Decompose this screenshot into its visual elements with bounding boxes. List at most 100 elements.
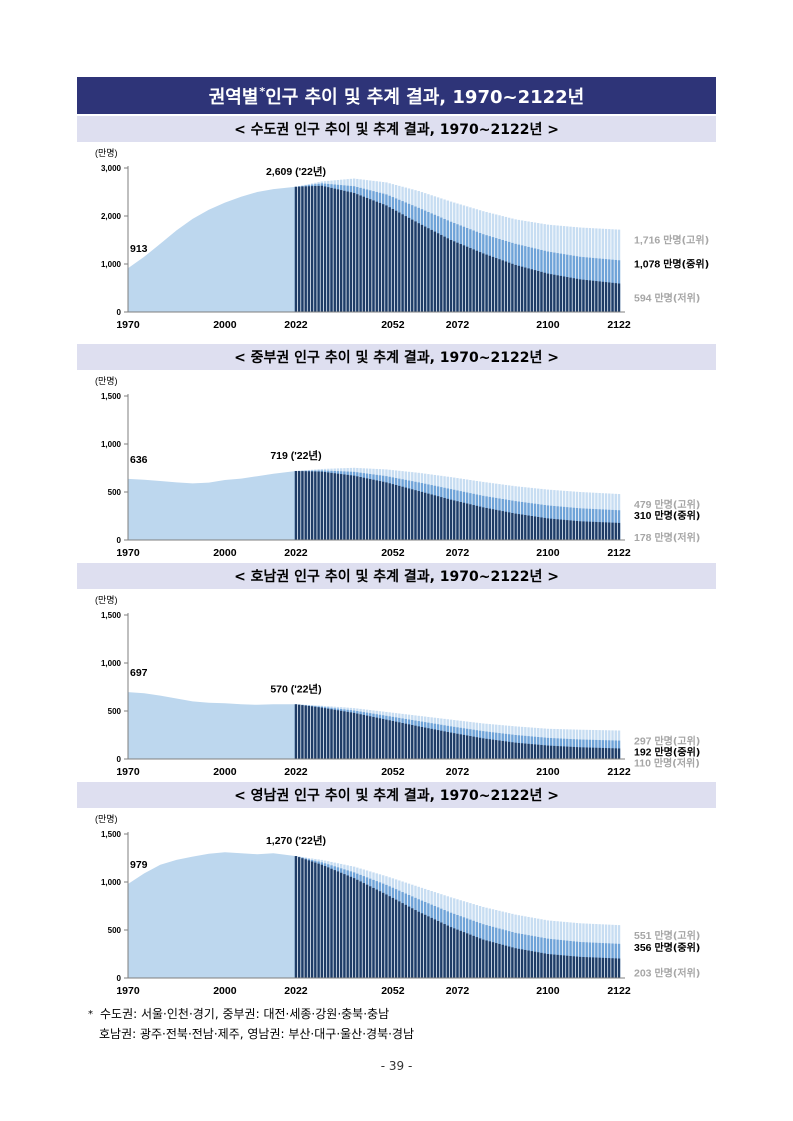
low-bar: [465, 246, 469, 312]
low-bar: [543, 745, 546, 759]
low-bar: [375, 717, 378, 759]
low-bar: [530, 744, 533, 759]
low-bar: [436, 730, 440, 759]
low-bar: [575, 956, 579, 978]
low-bar: [449, 240, 453, 312]
end-label-medium-value: 1,078: [634, 258, 663, 270]
low-bar: [482, 738, 485, 759]
low-bar: [417, 223, 420, 312]
low-bar: [459, 734, 462, 759]
low-bar: [310, 186, 314, 312]
low-bar: [352, 192, 356, 312]
low-bar: [307, 186, 311, 312]
low-bar: [430, 917, 433, 978]
low-bar: [427, 228, 430, 312]
y-tick-label: 1,500: [101, 611, 122, 620]
low-bar: [488, 941, 491, 978]
low-bar: [446, 925, 449, 978]
end-label-medium: 356 만명(중위): [634, 941, 700, 954]
low-bar: [317, 185, 320, 312]
low-bar: [495, 943, 498, 978]
low-bar: [430, 494, 433, 540]
low-bar: [330, 709, 333, 759]
low-bar: [511, 947, 514, 978]
low-bar: [423, 727, 427, 759]
low-bar: [394, 899, 398, 978]
low-bar: [456, 733, 459, 759]
low-bar: [456, 501, 459, 540]
low-bar: [430, 229, 433, 312]
historical-area: [128, 692, 296, 759]
low-bar: [414, 725, 417, 759]
low-bar: [533, 270, 537, 312]
end-label-high-value: 1,716: [634, 235, 663, 247]
y-tick-label: 0: [117, 536, 122, 545]
low-bar: [307, 705, 311, 759]
low-bar: [572, 278, 575, 312]
low-bar: [433, 231, 437, 312]
low-bar: [459, 244, 462, 312]
low-bar: [617, 748, 621, 759]
end-label-low-value: 178: [634, 532, 654, 544]
low-bar: [611, 282, 614, 312]
low-bar: [485, 738, 488, 759]
low-bar: [346, 711, 349, 759]
low-bar: [520, 743, 524, 759]
low-bar: [404, 487, 407, 540]
x-tick-label: 2122: [607, 985, 631, 997]
low-bar: [420, 224, 424, 312]
low-bar: [317, 471, 320, 540]
low-bar: [320, 707, 324, 759]
x-tick-label: 2052: [381, 766, 405, 778]
peak-value-label: 1,270 ('22년): [266, 834, 326, 847]
low-bar: [517, 742, 521, 759]
low-bar: [595, 747, 598, 759]
low-bar: [378, 202, 382, 312]
historical-area: [128, 471, 296, 540]
low-bar: [569, 746, 572, 759]
historical-area: [128, 186, 296, 312]
low-bar: [543, 953, 546, 978]
chart-sudogwon: (만명) 0 1,000 2,000 3,000 1970 2000 2022 2052 2072…: [95, 148, 709, 331]
low-bar: [579, 279, 582, 312]
low-bar: [327, 472, 330, 540]
low-bar: [591, 280, 595, 312]
low-bar: [453, 241, 456, 312]
low-bar: [310, 471, 314, 540]
low-bar: [601, 957, 605, 978]
end-label-high-unit: 만명(고위): [654, 734, 700, 747]
low-bar: [443, 236, 446, 312]
low-bar: [478, 252, 482, 312]
low-bar: [401, 723, 404, 759]
y-axis-unit-label: (만명): [95, 376, 118, 386]
low-bar: [369, 199, 372, 312]
low-bar: [582, 521, 585, 540]
low-bar: [514, 264, 517, 312]
low-bar: [601, 747, 605, 759]
low-bar: [501, 740, 504, 759]
low-bar: [330, 187, 333, 312]
low-bar: [617, 283, 621, 312]
low-bar: [472, 935, 475, 978]
low-bar: [304, 186, 307, 312]
low-bar: [449, 732, 453, 759]
low-bar: [540, 517, 543, 540]
low-bar: [537, 271, 540, 312]
low-bar: [365, 884, 369, 978]
low-bar: [585, 747, 588, 759]
low-bar: [385, 205, 388, 312]
low-bar: [343, 474, 346, 540]
x-tick-label: 1970: [116, 319, 140, 331]
low-bar: [530, 516, 533, 540]
low-bar: [330, 868, 333, 978]
low-bar: [582, 747, 585, 759]
x-tick-label: 2052: [381, 319, 405, 331]
low-bar: [462, 245, 466, 312]
y-tick-label: 1,000: [101, 878, 122, 887]
low-bar: [372, 200, 375, 312]
low-bar: [614, 522, 617, 540]
low-bar: [498, 510, 501, 540]
x-tick-label: 2072: [446, 766, 470, 778]
low-bar: [608, 522, 611, 540]
low-bar: [427, 728, 430, 759]
